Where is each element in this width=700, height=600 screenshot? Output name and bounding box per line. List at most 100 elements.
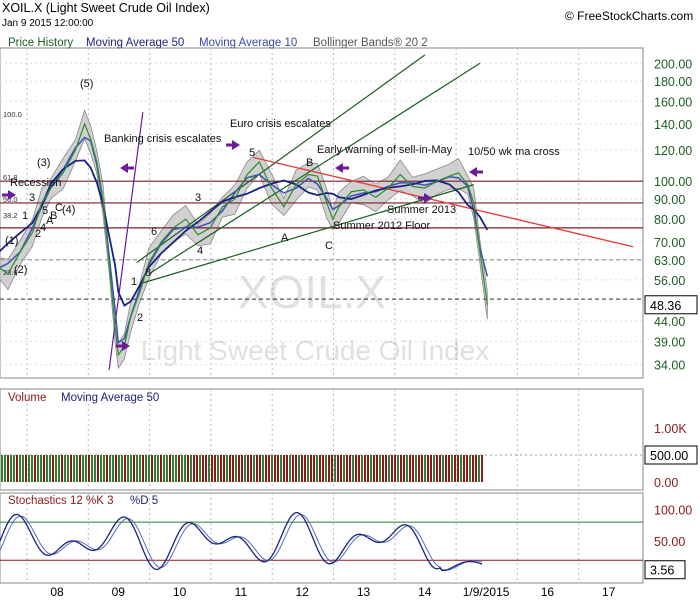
chart-annotation: (1) bbox=[5, 235, 18, 247]
volume-bar bbox=[1, 455, 3, 482]
stoch-last-value: 3.56 bbox=[650, 564, 674, 578]
legend-ma10[interactable]: Moving Average 10 bbox=[199, 37, 298, 49]
y-tick-label: 34.00 bbox=[654, 359, 685, 373]
volume-bar bbox=[370, 455, 372, 482]
y-tick-label: 90.00 bbox=[654, 193, 685, 207]
volume-bar bbox=[280, 455, 282, 482]
annotation-arrow bbox=[469, 167, 477, 177]
watermark-name: Light Sweet Crude Oil Index bbox=[141, 335, 490, 366]
legend-stochastics[interactable]: Stochastics 12 %K 3 bbox=[8, 495, 114, 507]
volume-bar bbox=[163, 455, 165, 482]
volume-bar bbox=[379, 455, 381, 482]
volume-bar bbox=[205, 455, 207, 482]
volume-bar bbox=[124, 455, 126, 482]
volume-last-value: 500.00 bbox=[650, 449, 688, 463]
volume-bar bbox=[244, 455, 246, 482]
brand-label[interactable]: © FreeStockCharts.com bbox=[565, 9, 694, 23]
legend-bollinger[interactable]: Bollinger Bands® 20 2 bbox=[313, 37, 428, 49]
volume-bar bbox=[367, 455, 369, 482]
volume-bar bbox=[454, 455, 456, 482]
volume-bar bbox=[247, 455, 249, 482]
volume-bar bbox=[223, 455, 225, 482]
volume-bar bbox=[391, 455, 393, 482]
volume-bar bbox=[394, 455, 396, 482]
last-price-value: 48.36 bbox=[650, 299, 681, 313]
volume-bar bbox=[49, 455, 51, 482]
chart-annotation: 5 bbox=[249, 147, 255, 159]
chart-annotation: (3) bbox=[37, 157, 50, 169]
volume-y-tick: 0.00 bbox=[654, 476, 678, 490]
y-tick-label: 44.00 bbox=[654, 315, 685, 329]
volume-bar bbox=[70, 455, 72, 482]
volume-bar bbox=[91, 455, 93, 482]
y-tick-label: 63.00 bbox=[654, 254, 685, 268]
chart-annotation: A bbox=[46, 215, 54, 227]
chart-datetime: Jan 9 2015 12:00:00 bbox=[2, 18, 94, 29]
volume-bar bbox=[271, 455, 273, 482]
volume-bar bbox=[253, 455, 255, 482]
chart-annotation: Summer 2013 bbox=[387, 204, 456, 216]
volume-bar bbox=[79, 455, 81, 482]
volume-bar bbox=[301, 455, 303, 482]
fib-level-label: 100.0 bbox=[3, 110, 22, 119]
volume-bar bbox=[229, 455, 231, 482]
volume-bar bbox=[448, 455, 450, 482]
x-tick-label: 08 bbox=[50, 585, 64, 599]
volume-bar bbox=[322, 455, 324, 482]
volume-bar bbox=[19, 455, 21, 482]
volume-bar bbox=[268, 455, 270, 482]
volume-bar bbox=[184, 455, 186, 482]
legend-volume-ma50[interactable]: Moving Average 50 bbox=[61, 392, 160, 404]
volume-bar bbox=[265, 455, 267, 482]
stoch-last-box bbox=[644, 560, 686, 580]
y-tick-label: 180.00 bbox=[654, 75, 692, 89]
chart-annotation: Summer 2012 Floor bbox=[333, 220, 431, 232]
volume-bar bbox=[457, 455, 459, 482]
legend-volume[interactable]: Volume bbox=[8, 392, 47, 404]
volume-bar bbox=[169, 455, 171, 482]
x-tick-label: 13 bbox=[357, 585, 371, 599]
last-price-badge: 48.36 bbox=[644, 295, 698, 315]
chart-annotation: 2 bbox=[137, 312, 143, 324]
stoch-y-tick: 100.00 bbox=[654, 503, 692, 517]
legend-ma50[interactable]: Moving Average 50 bbox=[86, 37, 185, 49]
price-panel-frame bbox=[0, 47, 644, 379]
volume-bar bbox=[64, 455, 66, 482]
volume-bar bbox=[226, 455, 228, 482]
volume-bar bbox=[82, 455, 84, 482]
chart-annotation: Banking crisis escalates bbox=[104, 133, 222, 145]
y-tick-label: 200.00 bbox=[654, 57, 692, 71]
volume-bar bbox=[73, 455, 75, 482]
volume-bar bbox=[355, 455, 357, 482]
volume-bar bbox=[94, 455, 96, 482]
ma10-line bbox=[0, 136, 489, 345]
volume-layer bbox=[0, 454, 643, 482]
volume-bar bbox=[148, 455, 150, 482]
volume-bar bbox=[136, 455, 138, 482]
volume-bar bbox=[250, 455, 252, 482]
fib-level-label: 61.8 bbox=[3, 173, 18, 182]
volume-bar bbox=[142, 455, 144, 482]
volume-y-tick: 1.00K bbox=[654, 422, 687, 436]
volume-bar bbox=[217, 455, 219, 482]
volume-bar bbox=[472, 455, 474, 482]
volume-bar bbox=[319, 455, 321, 482]
volume-bar bbox=[325, 455, 327, 482]
volume-bar bbox=[439, 455, 441, 482]
chart-title: XOIL.X (Light Sweet Crude Oil Index) bbox=[2, 1, 210, 15]
volume-bar bbox=[151, 455, 153, 482]
x-tick-label: 10 bbox=[173, 585, 187, 599]
legend-stoch-d[interactable]: %D 5 bbox=[130, 495, 159, 507]
volume-bar bbox=[433, 455, 435, 482]
volume-bar bbox=[190, 455, 192, 482]
chart-annotation: Euro crisis escalates bbox=[230, 118, 331, 130]
volume-bar bbox=[430, 455, 432, 482]
volume-bar bbox=[58, 455, 60, 482]
volume-bar bbox=[100, 455, 102, 482]
chart-annotation: 8 bbox=[145, 267, 151, 279]
y-tick-label: 100.00 bbox=[654, 175, 692, 189]
legend-price-history[interactable]: Price History bbox=[8, 37, 74, 49]
volume-bar bbox=[415, 455, 417, 482]
volume-bar bbox=[241, 455, 243, 482]
volume-bar bbox=[202, 455, 204, 482]
